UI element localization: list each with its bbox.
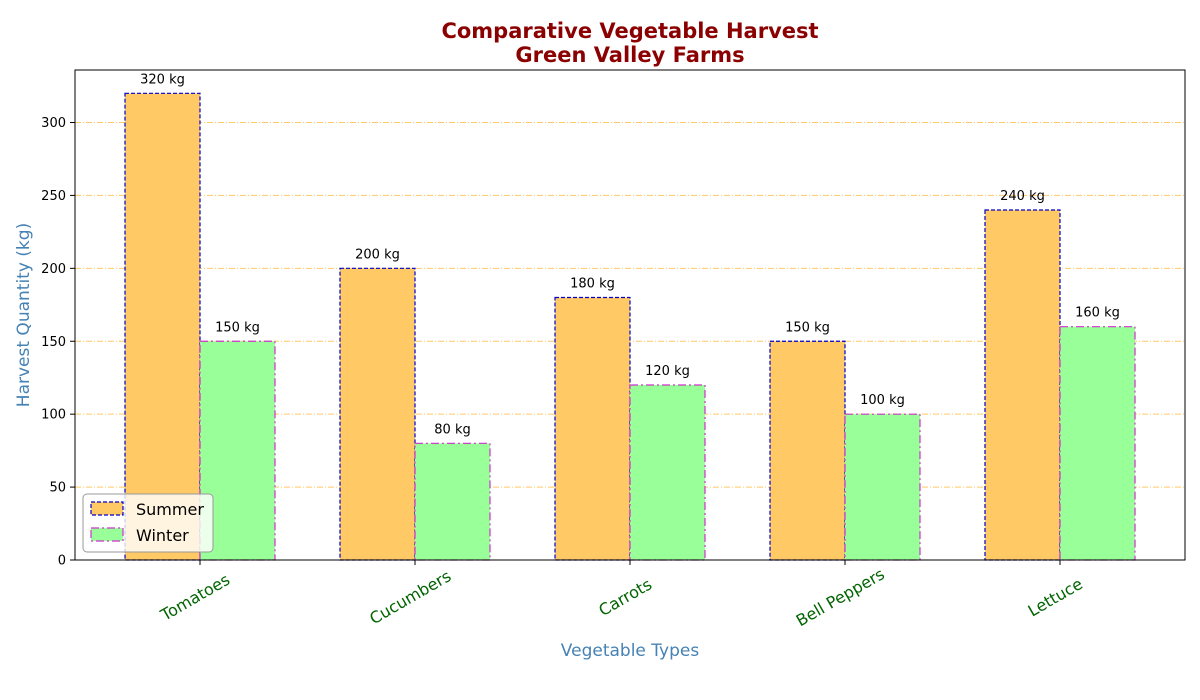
bar-winter-cucumbers	[414, 442, 491, 561]
legend-swatch-summer	[90, 501, 124, 516]
bars	[124, 92, 1136, 561]
data-label: 100 kg	[860, 393, 905, 408]
bar-winter-lettuce	[1059, 326, 1136, 561]
chart-title-line1: Comparative Vegetable Harvest	[441, 19, 818, 43]
data-label: 150 kg	[785, 320, 830, 335]
y-tick-label: 300	[41, 116, 66, 131]
x-tick-label: Lettuce	[1025, 574, 1086, 620]
data-label: 120 kg	[645, 364, 690, 379]
data-label: 150 kg	[215, 320, 260, 335]
y-tick-label: 50	[49, 481, 66, 496]
chart-title-line2: Green Valley Farms	[515, 43, 744, 67]
y-tick-label: 200	[41, 262, 66, 277]
legend: Summer Winter	[82, 493, 214, 553]
data-label: 160 kg	[1075, 306, 1120, 321]
bar-summer-bell-peppers	[769, 340, 846, 561]
data-label: 180 kg	[570, 277, 615, 292]
y-tick-label: 250	[41, 189, 66, 204]
y-axis-ticks: 0 50 100 150 200 250 300	[41, 116, 75, 569]
legend-label-winter: Winter	[136, 526, 189, 545]
bar-winter-carrots	[629, 384, 706, 561]
x-tick-label: Cucumbers	[366, 566, 454, 628]
y-axis-label: Harvest Quantity (kg)	[14, 223, 34, 407]
data-label: 200 kg	[355, 247, 400, 262]
bar-summer-carrots	[554, 296, 631, 561]
y-tick-label: 0	[58, 554, 66, 569]
data-label: 80 kg	[434, 422, 470, 437]
x-axis-ticks: Tomatoes Cucumbers Carrots Bell Peppers Lett…	[157, 560, 1086, 630]
data-label: 240 kg	[1000, 189, 1045, 204]
bar-winter-bell-peppers	[844, 413, 921, 561]
x-tick-label: Carrots	[595, 575, 655, 620]
x-tick-label: Tomatoes	[157, 570, 234, 625]
bar-summer-tomatoes	[124, 92, 201, 561]
y-tick-label: 150	[41, 335, 66, 350]
data-labels: 320 kg 150 kg 200 kg 80 kg 180 kg 120 kg 150 k…	[140, 72, 1120, 437]
x-tick-label: Bell Peppers	[793, 564, 888, 630]
data-label: 320 kg	[140, 72, 185, 87]
y-tick-label: 100	[41, 408, 66, 423]
x-axis-label: Vegetable Types	[561, 641, 700, 661]
legend-swatch-winter	[90, 527, 124, 542]
bar-summer-cucumbers	[339, 267, 416, 561]
legend-label-summer: Summer	[136, 500, 204, 519]
bar-summer-lettuce	[984, 209, 1061, 561]
